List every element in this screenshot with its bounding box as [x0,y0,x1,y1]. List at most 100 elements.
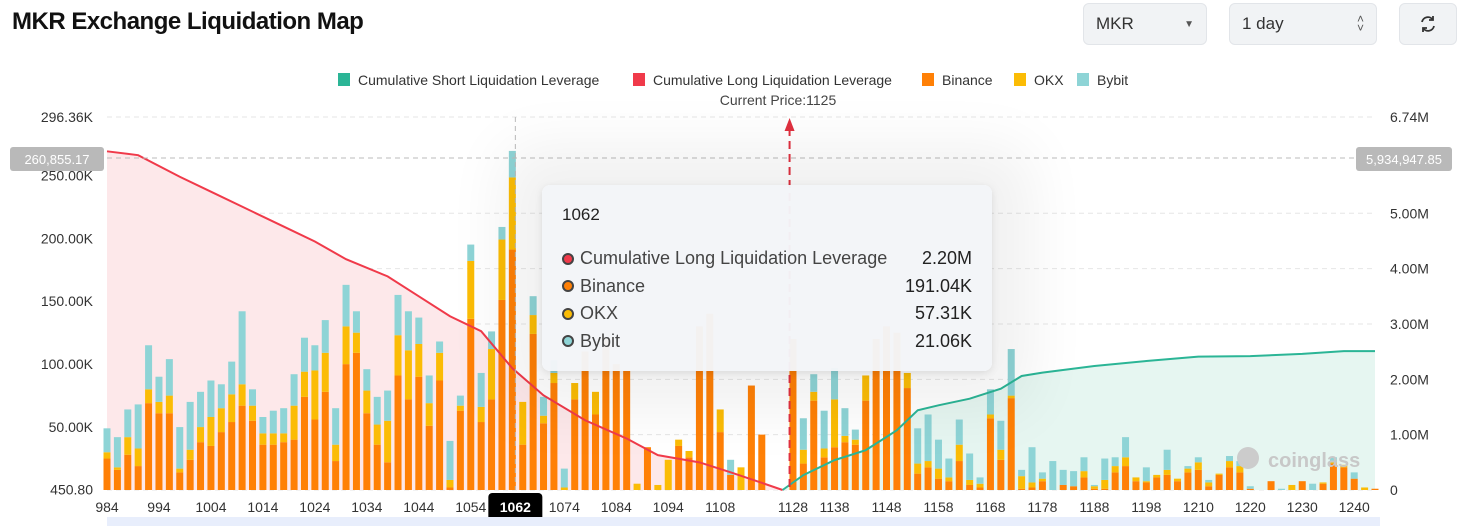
bar-bybit [1049,461,1057,490]
tooltip-title: 1062 [562,205,600,224]
bar-binance [134,466,142,490]
right-axis-tick: 3.00M [1390,316,1429,332]
bar-okx [1028,482,1036,488]
bar-binance [498,299,506,490]
bar-okx [249,405,257,421]
bar-okx [1038,478,1046,482]
bar-okx [280,433,288,443]
bar-bybit [134,404,142,449]
tooltip-label: Binance [580,275,646,296]
bar-bybit [914,428,922,464]
bar-binance [1184,472,1192,490]
tooltip-row: Binance 191.04K [562,273,972,301]
bar-binance [955,461,963,490]
x-axis-tick: 994 [147,499,171,515]
legend-item-binance[interactable]: Binance [942,72,993,88]
bar-bybit [249,389,257,406]
legend-item-bybit[interactable]: Bybit [1097,72,1128,88]
x-axis-tick: 1210 [1183,499,1214,515]
bar-binance [529,333,537,490]
bar-binance [155,413,163,490]
bar-okx [716,409,724,433]
bar-binance [394,375,402,490]
current-price-arrow-icon [784,118,795,131]
bar-binance [249,420,257,490]
bar-binance [623,370,631,490]
bar-binance [1163,474,1171,490]
x-axis-tick: 1004 [195,499,226,515]
bar-binance [373,444,381,490]
bar-bybit [851,429,859,440]
symbol-select[interactable]: MKR ▼ [1083,3,1207,45]
bar-binance [643,447,651,490]
tooltip: 1062 Cumulative Long Liquidation Leverag… [542,185,992,371]
x-axis-tick: 1168 [975,499,1005,515]
bar-okx [664,459,672,490]
bar-binance [300,396,308,490]
bar-okx [966,479,974,485]
bar-okx [945,477,953,482]
bar-bybit [966,453,974,480]
bar-okx [394,335,402,376]
bar-binance [103,458,111,490]
bar-okx [415,344,423,377]
bar-okx [1153,474,1161,478]
refresh-button[interactable] [1399,3,1457,45]
tooltip-value: 21.06K [914,330,972,351]
x-axis-tick: 1034 [351,499,382,515]
bar-binance [1329,463,1337,490]
bar-binance [519,444,527,490]
bar-bybit [352,311,360,333]
page-title: MKR Exchange Liquidation Map [12,8,364,35]
bar-binance [197,442,205,490]
bar-okx [560,487,568,490]
bar-binance [1215,474,1223,490]
bar-binance [186,459,194,490]
x-axis-tick: 1014 [247,499,278,515]
bar-binance [872,338,880,490]
bar-okx [103,452,111,459]
bar-binance [1111,472,1119,490]
bar-binance [508,249,516,490]
legend-item-short[interactable]: Cumulative Short Liquidation Leverage [358,72,599,88]
bar-binance [841,442,849,490]
x-axis-tick: 1220 [1235,499,1266,515]
tooltip-row: OKX 57.31K [562,300,972,328]
bar-okx [1111,466,1119,473]
bar-bybit [1111,457,1119,467]
bar-bybit [540,396,548,416]
legend-item-long[interactable]: Cumulative Long Liquidation Leverage [653,72,892,88]
bar-binance [862,400,870,490]
x-axis-tick: 984 [95,499,119,515]
bar-bybit [373,396,381,425]
x-axis-tick: 1240 [1339,499,1370,515]
bar-binance [727,474,735,490]
bar-bybit [456,395,464,406]
bar-okx [924,461,932,468]
bar-binance [1101,488,1109,490]
bar-binance [1371,488,1379,490]
symbol-value: MKR [1096,14,1134,33]
crosshair-left-badge [10,147,104,171]
legend-item-okx[interactable]: OKX [1034,72,1064,88]
bar-bybit [498,226,506,240]
bar-okx [1319,482,1327,484]
x-axis-tick: 1128 [778,499,808,515]
tooltip-label: Bybit [580,330,621,351]
x-axis-tick: 1198 [1131,499,1161,515]
crosshair-right-badge [1356,147,1452,171]
bar-binance [425,425,433,490]
right-axis-tick: 1.00M [1390,427,1429,443]
zoom-scrollbar[interactable] [107,517,1380,526]
x-axis-tick: 1094 [653,499,684,515]
bar-binance [113,469,121,490]
period-select[interactable]: 1 day ˄ ˅ [1229,3,1377,45]
bar-bybit [1080,457,1088,472]
x-axis-tick: 1158 [923,499,953,515]
bar-okx [217,408,225,433]
left-axis-tick: 296.36K [41,109,94,125]
x-axis-tick: 1230 [1287,499,1318,515]
bar-binance [914,473,922,490]
bar-binance [269,444,277,490]
bar-binance [675,445,683,490]
